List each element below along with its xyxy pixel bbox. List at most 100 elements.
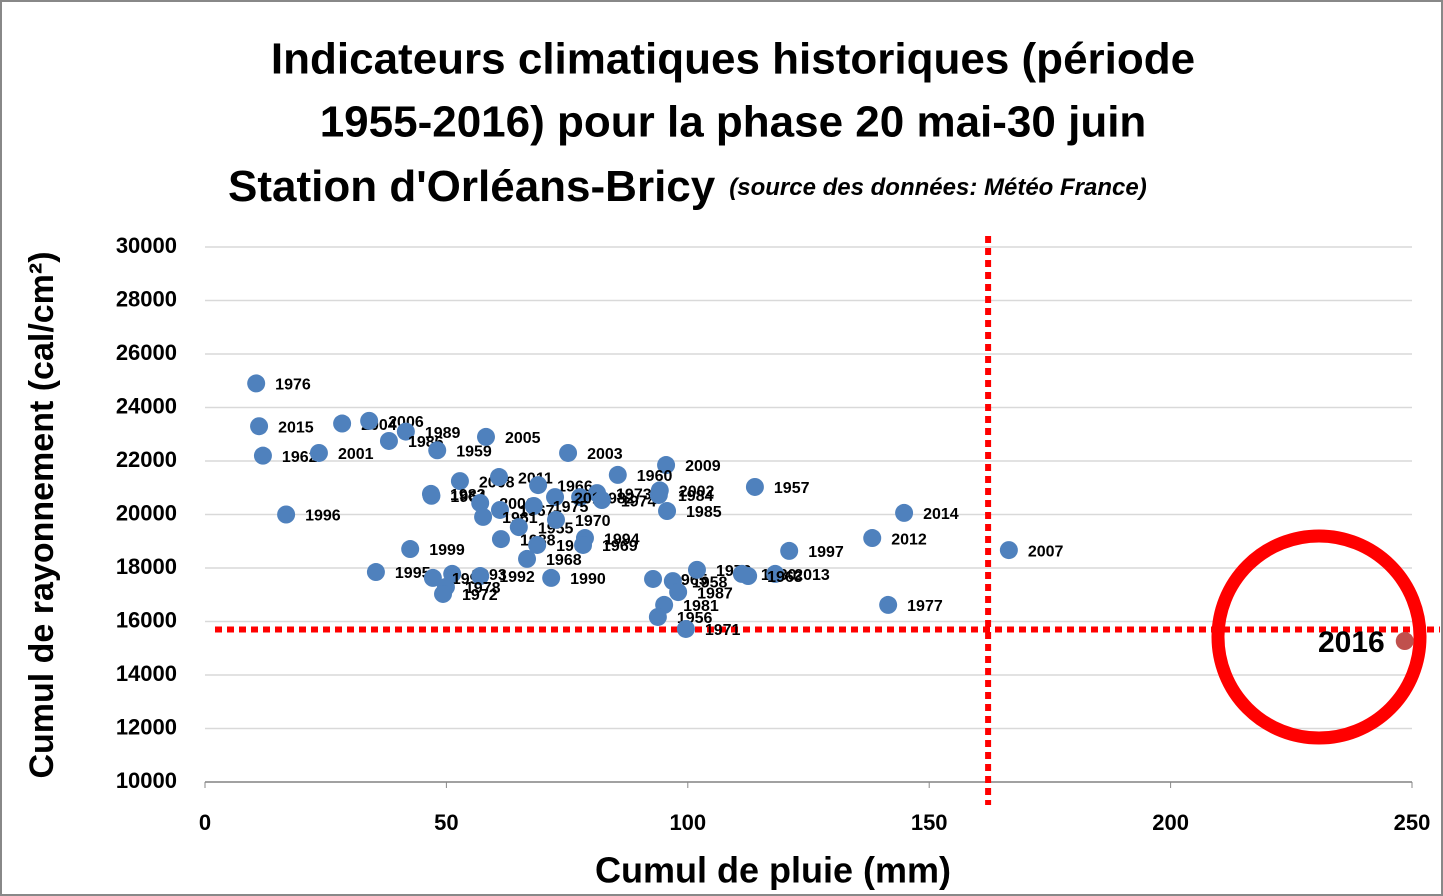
point-label: 2012 <box>891 531 927 548</box>
point-label: 1997 <box>808 544 844 561</box>
point-label: 1975 <box>553 499 589 516</box>
point <box>571 488 590 507</box>
point-label: 1971 <box>705 622 741 639</box>
y-tick-label: 26000 <box>116 340 177 365</box>
point <box>546 488 565 507</box>
point-label: 1999 <box>429 542 465 559</box>
point <box>277 505 296 524</box>
point <box>542 568 561 587</box>
point <box>644 569 663 588</box>
point-label: 2014 <box>923 506 959 523</box>
point-label: 1958 <box>692 574 728 591</box>
point <box>669 583 688 602</box>
point-label: 1972 <box>462 587 498 604</box>
point <box>379 431 398 450</box>
point <box>253 446 272 465</box>
y-tick-label: 16000 <box>116 607 177 632</box>
point <box>649 485 668 504</box>
highlight-point <box>1395 632 1414 651</box>
x-tick-label: 250 <box>1394 810 1431 835</box>
point-label: 1995 <box>395 565 431 582</box>
point <box>676 619 695 638</box>
point <box>366 563 385 582</box>
point-label: 2013 <box>794 567 830 584</box>
point <box>657 456 676 475</box>
y-tick-label: 20000 <box>116 500 177 525</box>
point <box>529 476 548 495</box>
point-label: 1969 <box>602 538 638 555</box>
point <box>422 486 441 505</box>
point <box>360 411 379 430</box>
point-label: 1970 <box>575 513 611 530</box>
x-tick-label: 150 <box>911 810 948 835</box>
point <box>528 535 547 554</box>
point <box>780 541 799 560</box>
point-label: 1957 <box>774 480 810 497</box>
point-label: 1959 <box>456 444 492 461</box>
x-tick-label: 0 <box>199 810 211 835</box>
point-label: 1981 <box>683 598 719 615</box>
point <box>490 468 509 487</box>
point-label: 1984 <box>678 488 714 505</box>
point-label: 1968 <box>546 552 582 569</box>
y-tick-label: 28000 <box>116 286 177 311</box>
point-label: 1962 <box>282 449 318 466</box>
point-label: 1974 <box>621 493 657 510</box>
point-label: 2009 <box>685 458 721 475</box>
point-label: 1994 <box>604 531 640 548</box>
point-label: 1985 <box>686 504 722 521</box>
point <box>559 443 578 462</box>
point-label: 2002 <box>679 484 715 501</box>
point <box>518 549 537 568</box>
point <box>739 567 758 586</box>
chart-source: (source des données: Météo France) <box>729 174 1146 201</box>
x-tick-label: 50 <box>434 810 458 835</box>
point <box>546 510 565 529</box>
point <box>474 507 493 526</box>
point <box>471 493 490 512</box>
x-tick-label: 100 <box>669 810 706 835</box>
chart-title-line: 1955-2016) pour la phase 20 mai-30 juin <box>320 98 1147 147</box>
y-axis-label: Cumul de rayonnement (cal/cm²) <box>23 251 61 778</box>
point-label: 2005 <box>505 430 541 447</box>
point <box>509 518 528 537</box>
point-label: 2001 <box>338 446 374 463</box>
highlight-circle <box>1211 529 1427 745</box>
point <box>490 500 509 519</box>
point <box>401 540 420 559</box>
point <box>250 417 269 436</box>
point-label: 1987 <box>697 585 733 602</box>
point <box>247 374 266 393</box>
point <box>333 414 352 433</box>
x-tick-label: 200 <box>1152 810 1189 835</box>
chart-title-line: Station d'Orléans-Bricy (source des donné… <box>228 162 1147 211</box>
point <box>428 441 447 460</box>
point-label: 1978 <box>465 580 501 597</box>
point <box>491 530 510 549</box>
point <box>658 502 677 521</box>
point <box>592 491 611 510</box>
point <box>766 564 785 583</box>
y-tick-label: 22000 <box>116 447 177 472</box>
point <box>574 535 593 554</box>
point <box>687 560 706 579</box>
point-label: 1990 <box>570 571 606 588</box>
chart-title-line: Indicateurs climatiques historiques (pér… <box>271 35 1195 84</box>
point <box>745 477 764 496</box>
point <box>450 472 469 491</box>
point-label: 1960 <box>637 468 673 485</box>
point <box>309 443 328 462</box>
y-tick-label: 14000 <box>116 661 177 686</box>
point-label: 1973 <box>616 486 652 503</box>
point <box>608 465 627 484</box>
point <box>879 595 898 614</box>
point-label: 1976 <box>275 377 311 394</box>
y-tick-label: 10000 <box>116 768 177 793</box>
point-label: 1977 <box>907 598 943 615</box>
chart-title-line: Station d'Orléans-Bricy <box>228 162 716 211</box>
point <box>999 541 1018 560</box>
point <box>471 567 490 586</box>
point <box>863 529 882 548</box>
